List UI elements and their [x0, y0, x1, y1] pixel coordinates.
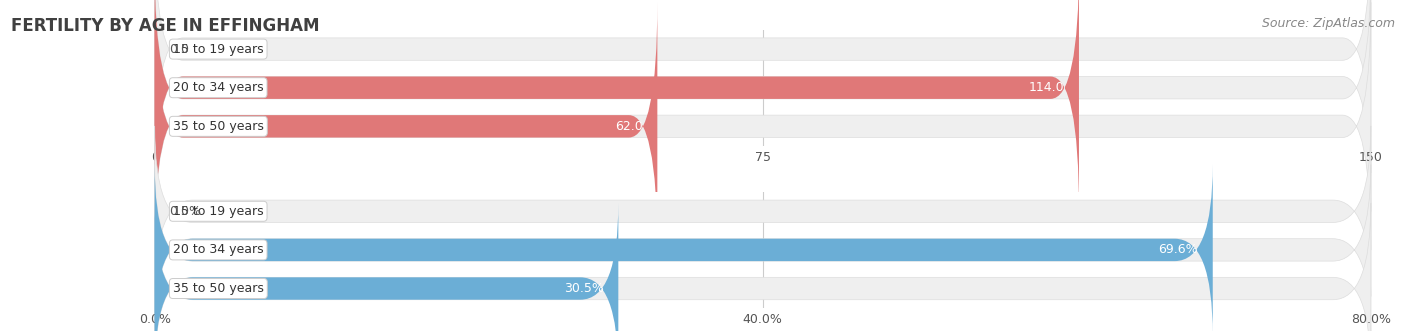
Text: 20 to 34 years: 20 to 34 years [173, 81, 263, 94]
Text: 15 to 19 years: 15 to 19 years [173, 43, 263, 56]
FancyBboxPatch shape [155, 165, 1371, 331]
Text: 35 to 50 years: 35 to 50 years [173, 120, 264, 133]
FancyBboxPatch shape [155, 126, 1371, 297]
Text: 69.6%: 69.6% [1159, 243, 1198, 257]
FancyBboxPatch shape [155, 0, 1371, 212]
FancyBboxPatch shape [155, 0, 1078, 212]
Text: 114.0: 114.0 [1029, 81, 1064, 94]
Text: 20 to 34 years: 20 to 34 years [173, 243, 263, 257]
Text: 62.0: 62.0 [614, 120, 643, 133]
Text: 30.5%: 30.5% [564, 282, 603, 295]
Text: 35 to 50 years: 35 to 50 years [173, 282, 264, 295]
FancyBboxPatch shape [155, 2, 1371, 250]
FancyBboxPatch shape [155, 165, 1213, 331]
Text: 0.0%: 0.0% [169, 205, 201, 218]
FancyBboxPatch shape [155, 2, 658, 250]
Text: 15 to 19 years: 15 to 19 years [173, 205, 263, 218]
Text: 0.0: 0.0 [169, 43, 190, 56]
FancyBboxPatch shape [155, 203, 619, 331]
FancyBboxPatch shape [155, 203, 1371, 331]
Text: Source: ZipAtlas.com: Source: ZipAtlas.com [1261, 17, 1395, 29]
FancyBboxPatch shape [155, 0, 1371, 173]
Text: FERTILITY BY AGE IN EFFINGHAM: FERTILITY BY AGE IN EFFINGHAM [11, 17, 319, 34]
